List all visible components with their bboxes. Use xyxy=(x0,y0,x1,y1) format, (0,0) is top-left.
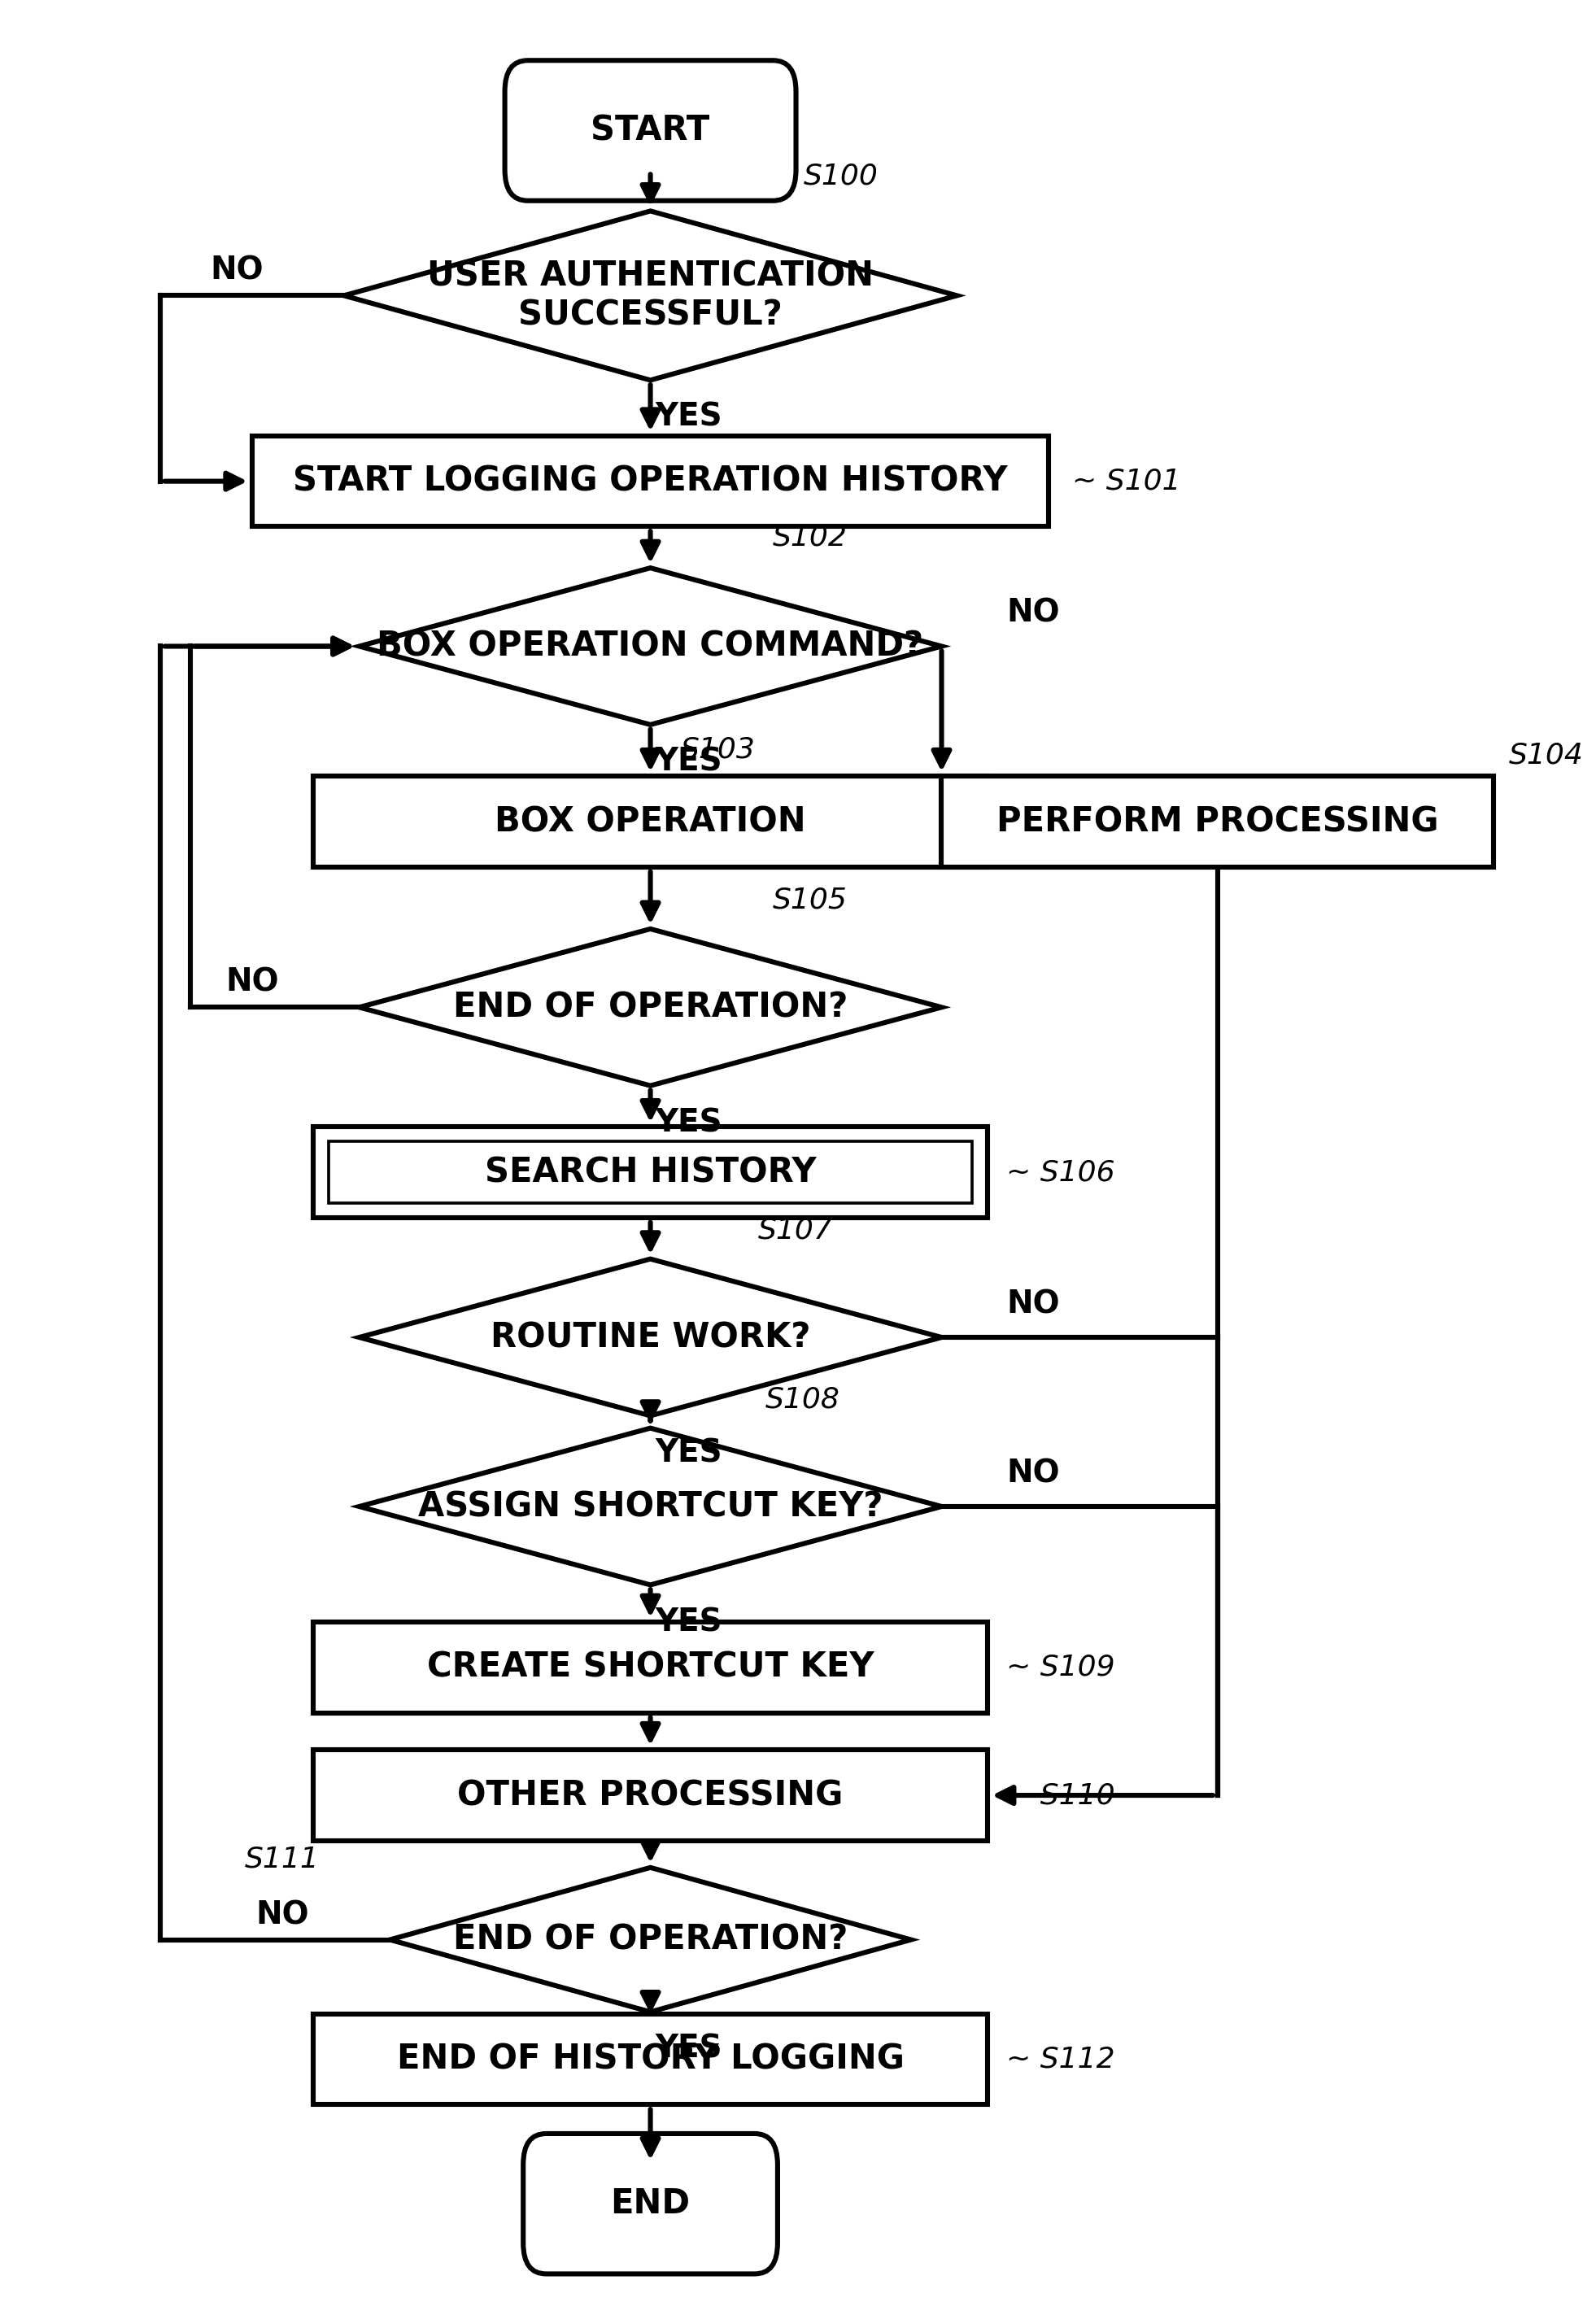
Text: S100: S100 xyxy=(804,163,878,191)
Text: ~ S106: ~ S106 xyxy=(1005,1157,1114,1185)
Text: NO: NO xyxy=(1007,1290,1060,1320)
Text: PERFORM PROCESSING: PERFORM PROCESSING xyxy=(996,804,1438,839)
Text: NO: NO xyxy=(225,967,279,997)
Text: END OF OPERATION?: END OF OPERATION? xyxy=(453,990,847,1025)
Text: ~ S109: ~ S109 xyxy=(1005,1655,1114,1680)
Bar xyxy=(313,2015,988,2106)
Text: END: END xyxy=(611,2187,689,2222)
Polygon shape xyxy=(343,211,958,381)
Text: S104: S104 xyxy=(1508,741,1583,769)
Text: NO: NO xyxy=(1007,597,1060,630)
Text: ~ S112: ~ S112 xyxy=(1005,2045,1114,2073)
Text: START: START xyxy=(591,114,710,149)
Text: ~ S101: ~ S101 xyxy=(1073,467,1181,495)
Text: S111: S111 xyxy=(244,1845,319,1873)
Bar xyxy=(313,1750,988,1841)
Text: NO: NO xyxy=(255,1899,310,1931)
Text: S105: S105 xyxy=(772,885,847,913)
Text: END OF OPERATION?: END OF OPERATION? xyxy=(453,1922,847,1957)
Text: YES: YES xyxy=(654,1439,723,1469)
Text: YES: YES xyxy=(654,402,723,432)
Text: OTHER PROCESSING: OTHER PROCESSING xyxy=(458,1778,843,1813)
Text: ROUTINE WORK?: ROUTINE WORK? xyxy=(490,1320,811,1355)
Text: END OF HISTORY LOGGING: END OF HISTORY LOGGING xyxy=(397,2043,905,2075)
FancyBboxPatch shape xyxy=(523,2133,777,2273)
Bar xyxy=(252,437,1049,528)
Text: YES: YES xyxy=(654,746,723,776)
Text: SEARCH HISTORY: SEARCH HISTORY xyxy=(485,1155,816,1190)
Text: S108: S108 xyxy=(766,1385,839,1413)
Text: NO: NO xyxy=(1007,1457,1060,1490)
Text: YES: YES xyxy=(654,2034,723,2064)
Bar xyxy=(942,776,1494,867)
Polygon shape xyxy=(359,930,942,1085)
Text: BOX OPERATION: BOX OPERATION xyxy=(495,804,806,839)
Text: ASSIGN SHORTCUT KEY?: ASSIGN SHORTCUT KEY? xyxy=(418,1490,883,1525)
Text: S103: S103 xyxy=(681,737,757,762)
Polygon shape xyxy=(359,567,942,725)
Text: START LOGGING OPERATION HISTORY: START LOGGING OPERATION HISTORY xyxy=(294,465,1007,497)
Text: ~ S110: ~ S110 xyxy=(1005,1783,1114,1808)
Bar xyxy=(329,1141,972,1204)
Bar xyxy=(313,776,988,867)
Text: BOX OPERATION COMMAND?: BOX OPERATION COMMAND? xyxy=(377,630,924,662)
Text: YES: YES xyxy=(654,1106,723,1139)
Bar xyxy=(313,1127,988,1218)
Polygon shape xyxy=(359,1429,942,1585)
FancyBboxPatch shape xyxy=(504,60,796,200)
Text: S102: S102 xyxy=(772,523,847,551)
Text: CREATE SHORTCUT KEY: CREATE SHORTCUT KEY xyxy=(426,1650,875,1685)
Text: NO: NO xyxy=(211,256,263,286)
Bar xyxy=(313,1622,988,1713)
Polygon shape xyxy=(359,1260,942,1415)
Text: S107: S107 xyxy=(758,1215,833,1243)
Polygon shape xyxy=(389,1868,911,2013)
Text: YES: YES xyxy=(654,1606,723,1638)
Text: USER AUTHENTICATION
SUCCESSFUL?: USER AUTHENTICATION SUCCESSFUL? xyxy=(428,258,873,332)
